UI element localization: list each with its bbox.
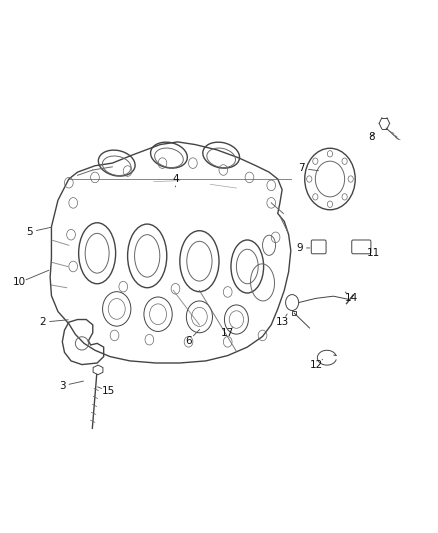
Text: 9: 9 <box>296 243 303 253</box>
Text: 15: 15 <box>101 386 115 396</box>
Text: 6: 6 <box>185 336 192 346</box>
Text: 4: 4 <box>172 174 179 184</box>
Text: 8: 8 <box>368 132 374 142</box>
Text: 7: 7 <box>298 164 305 173</box>
Text: 13: 13 <box>276 317 289 327</box>
Text: 17: 17 <box>221 328 234 338</box>
Text: 12: 12 <box>310 360 324 369</box>
Text: 3: 3 <box>59 381 66 391</box>
Text: 2: 2 <box>39 317 46 327</box>
Text: 11: 11 <box>367 248 380 259</box>
Text: 5: 5 <box>26 227 33 237</box>
Text: 14: 14 <box>345 293 358 303</box>
Text: 10: 10 <box>13 277 26 287</box>
